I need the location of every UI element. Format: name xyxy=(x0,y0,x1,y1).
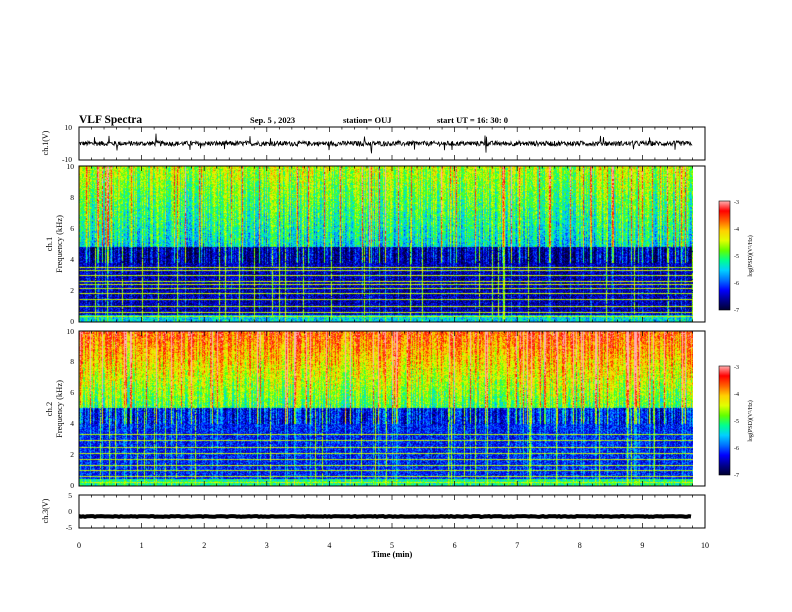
ch2-freq-tick-4: 4 xyxy=(70,419,74,428)
ch3-ytick-top: 5 xyxy=(68,491,72,500)
ch2-colorbar-tick: -7 xyxy=(734,473,739,479)
ch1-colorbar-tick: -6 xyxy=(734,281,739,287)
ch1-time-ticks xyxy=(78,127,706,160)
ch1-spectrogram-image xyxy=(79,166,693,322)
ch3-ytick-bottom: -5 xyxy=(66,523,72,532)
ch1-waveform-ylabel: ch.1(V) xyxy=(41,130,50,155)
station-label: station= OUJ xyxy=(343,115,392,125)
ch1-freq-tick-6: 6 xyxy=(70,224,74,233)
time-tick-label: 3 xyxy=(265,541,269,550)
time-tick-label: 10 xyxy=(701,541,709,550)
time-tick-label: 8 xyxy=(578,541,582,550)
ch1-spectrogram-panel: 0 2 4 6 8 10 ch.1Frequency (kHz) -3 -4 -… xyxy=(44,162,754,326)
ch3-ytick-mid: 0 xyxy=(68,507,72,516)
ch2-spectrogram-ticks xyxy=(78,331,706,486)
ch2-freq-tick-0: 0 xyxy=(70,481,74,490)
ch3-time-ticks xyxy=(78,495,706,528)
ch2-colorbar-tick: -5 xyxy=(734,419,739,425)
time-tick-label: 6 xyxy=(453,541,457,550)
ch1-colorbar-tick: -3 xyxy=(734,200,739,206)
ch1-colorbar-gradient xyxy=(719,201,730,310)
ch2-spectrogram-ylabel: ch.2Frequency (kHz) xyxy=(44,380,64,438)
time-tick-label: 0 xyxy=(77,541,81,550)
ch2-freq-tick-8: 8 xyxy=(70,357,74,366)
time-tick-label: 7 xyxy=(515,541,519,550)
time-tick-label: 5 xyxy=(390,541,394,550)
ch2-spectrogram-image xyxy=(79,331,693,486)
ch1-freq-tick-0: 0 xyxy=(70,317,74,326)
ch1-spectrogram-ylabel: ch.1Frequency (kHz) xyxy=(44,215,64,273)
ch2-freq-tick-2: 2 xyxy=(70,450,74,459)
ch1-waveform-series xyxy=(78,133,693,154)
ch1-freq-tick-10: 10 xyxy=(67,162,75,171)
ch2-freq-tick-10: 10 xyxy=(67,327,75,336)
ch1-colorbar: -3 -4 -5 -6 -7 log(PSD)(V²/Hz) xyxy=(718,200,754,314)
time-tick-label: 4 xyxy=(327,541,331,550)
ch1-freq-tick-2: 2 xyxy=(70,286,74,295)
ch2-colorbar-gradient xyxy=(719,366,730,475)
ch3-waveform-ylabel: ch.3(V) xyxy=(41,498,50,523)
ch1-freq-tick-4: 4 xyxy=(70,255,74,264)
time-tick-label: 2 xyxy=(202,541,206,550)
start-time-label: start UT = 16: 30: 0 xyxy=(437,115,508,125)
ch2-colorbar-label: log(PSD)(V²/Hz) xyxy=(747,400,754,441)
ch1-colorbar-tick: -7 xyxy=(734,308,739,314)
ch2-colorbar-tick: -6 xyxy=(734,446,739,452)
ch2-colorbar: -3 -4 -5 -6 -7 log(PSD)(V²/Hz) xyxy=(718,365,754,479)
time-axis-tick-labels: 0 1 2 3 4 5 6 7 8 9 10 xyxy=(77,541,709,550)
figure-title: VLF Spectra xyxy=(79,114,142,126)
ch1-colorbar-label: log(PSD)(V²/Hz) xyxy=(747,235,754,276)
ch2-colorbar-tick: -4 xyxy=(734,392,739,398)
ch2-freq-tick-6: 6 xyxy=(70,388,74,397)
ch1-ytick-bottom: -10 xyxy=(62,155,72,164)
time-tick-label: 9 xyxy=(640,541,644,550)
date-label: Sep. 5 , 2023 xyxy=(250,115,295,125)
ch1-colorbar-tick: -4 xyxy=(734,227,739,233)
ch1-spectrogram-ticks xyxy=(78,166,706,322)
ch1-colorbar-tick: -5 xyxy=(734,254,739,260)
time-axis-label: Time (min) xyxy=(372,549,413,559)
ch1-freq-tick-8: 8 xyxy=(70,193,74,202)
time-tick-label: 1 xyxy=(140,541,144,550)
ch1-ytick-top: 10 xyxy=(65,123,73,132)
ch3-waveform-panel: 5 0 -5 ch.3(V) 0 1 2 3 4 5 6 7 8 9 10 Time (min) xyxy=(41,491,709,559)
ch2-spectrogram-panel: 0 2 4 6 8 10 ch.2Frequency (kHz) -3 -4 -… xyxy=(44,327,754,490)
ch2-colorbar-tick: -3 xyxy=(734,365,739,371)
ch1-waveform-panel: 10 -10 ch.1(V) xyxy=(41,123,706,164)
ch2-colorbar-frame xyxy=(718,365,731,476)
ch3-waveform-series xyxy=(78,513,692,519)
ch1-colorbar-frame xyxy=(718,200,731,311)
